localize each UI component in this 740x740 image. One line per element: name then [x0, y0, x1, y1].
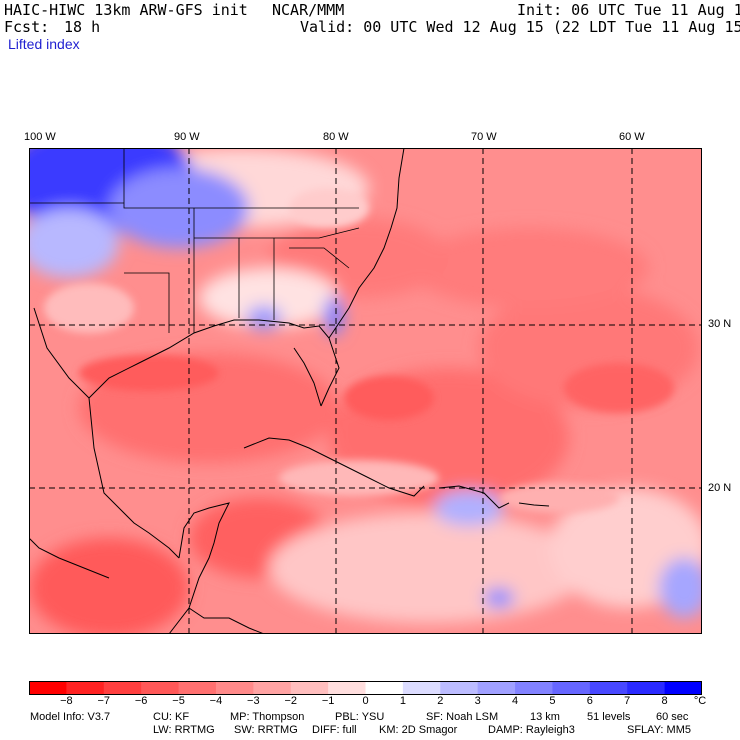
- lon-label-80w: 80 W: [323, 131, 349, 143]
- colorbar-swatch: [402, 681, 441, 695]
- model-info-version: Model Info: V3.7: [30, 711, 111, 723]
- model-info-levels: 51 levels: [587, 711, 631, 723]
- colorbar-tick-label: −6: [134, 695, 148, 707]
- colorbar-swatch: [365, 681, 404, 695]
- forecast-hour: 18 h: [64, 18, 101, 36]
- colorbar-tick-label: −7: [97, 695, 111, 707]
- colorbar-swatch: [589, 681, 628, 695]
- colorbar-unit: °C: [693, 695, 707, 707]
- model-info-sf: SF: Noah LSM: [426, 711, 499, 723]
- lat-label-30n: 30 N: [708, 318, 732, 330]
- model-info-resolution: 13 km: [530, 711, 560, 723]
- colorbar-swatch: [253, 681, 292, 695]
- colorbar-tick-label: 6: [586, 695, 593, 707]
- colorbar-tick-label: −2: [284, 695, 297, 707]
- colorbar-swatch: [103, 681, 142, 695]
- colorbar-tick-label: −4: [209, 695, 223, 707]
- colorbar-swatch: [552, 681, 591, 695]
- colorbar-swatch: [29, 681, 67, 695]
- colorbar-tick-label: 4: [511, 695, 519, 707]
- field-name: Lifted index: [8, 36, 80, 52]
- init-time: Init: 06 UTC Tue 11 Aug 15: [517, 1, 740, 19]
- model-info-sflay: SFLAY: MM5: [627, 724, 691, 736]
- colorbar-swatch: [440, 681, 479, 695]
- model-info-mp: MP: Thompson: [230, 711, 305, 723]
- valid-time: Valid: 00 UTC Wed 12 Aug 15 (22 LDT Tue …: [300, 18, 740, 36]
- colorbar-swatch: [664, 681, 702, 695]
- lon-label-60w: 60 W: [619, 131, 645, 143]
- colorbar-tick-label: 7: [624, 695, 631, 707]
- colorbar-tick-label: 3: [474, 695, 481, 707]
- colorbar-tick-label: 8: [661, 695, 668, 707]
- map-frame: [29, 148, 702, 634]
- lat-label-20n: 20 N: [708, 482, 732, 494]
- colorbar-swatch: [215, 681, 254, 695]
- colorbar-swatch: [66, 681, 105, 695]
- colorbar-frame: [29, 681, 702, 695]
- graticule: [29, 148, 702, 634]
- model-title: HAIC-HIWC 13km ARW-GFS init: [4, 1, 248, 19]
- lon-label-90w: 90 W: [174, 131, 200, 143]
- state-borders: [29, 148, 360, 333]
- colorbar-tick-label: 0: [362, 695, 369, 707]
- colorbar-tick-label: −3: [247, 695, 260, 707]
- lon-label-70w: 70 W: [471, 131, 497, 143]
- colorbar-swatch: [627, 681, 666, 695]
- model-info-pbl: PBL: YSU: [335, 711, 385, 723]
- lifted-index-map: [29, 148, 702, 634]
- model-info-lw: LW: RRTMG: [153, 724, 215, 736]
- colorbar-swatch: [328, 681, 366, 695]
- colorbar-swatch: [290, 681, 329, 695]
- lon-label-100w: 100 W: [24, 131, 56, 143]
- model-info-cu: CU: KF: [153, 711, 190, 723]
- model-info-diff: DIFF: full: [312, 724, 357, 736]
- organization: NCAR/MMM: [272, 1, 345, 19]
- forecast-label: Fcst:: [4, 18, 50, 36]
- colorbar-swatch: [178, 681, 217, 695]
- colorbar-tick-label: 5: [549, 695, 556, 707]
- model-info-sw: SW: RRTMG: [234, 724, 298, 736]
- colorbar-tick-label: 2: [437, 695, 444, 707]
- model-info-damp: DAMP: Rayleigh3: [488, 724, 575, 736]
- colorbar: [29, 681, 702, 695]
- model-info-timestep: 60 sec: [656, 711, 689, 723]
- colorbar-swatch: [141, 681, 180, 695]
- colorbar-tick-label: −5: [172, 695, 185, 707]
- colorbar-tick-label: 1: [399, 695, 406, 707]
- colorbar-swatch: [515, 681, 553, 695]
- colorbar-tick-label: −8: [60, 695, 73, 707]
- colorbar-swatch: [477, 681, 516, 695]
- model-info-km: KM: 2D Smagor: [379, 724, 458, 736]
- colorbar-tick-label: −1: [321, 695, 335, 707]
